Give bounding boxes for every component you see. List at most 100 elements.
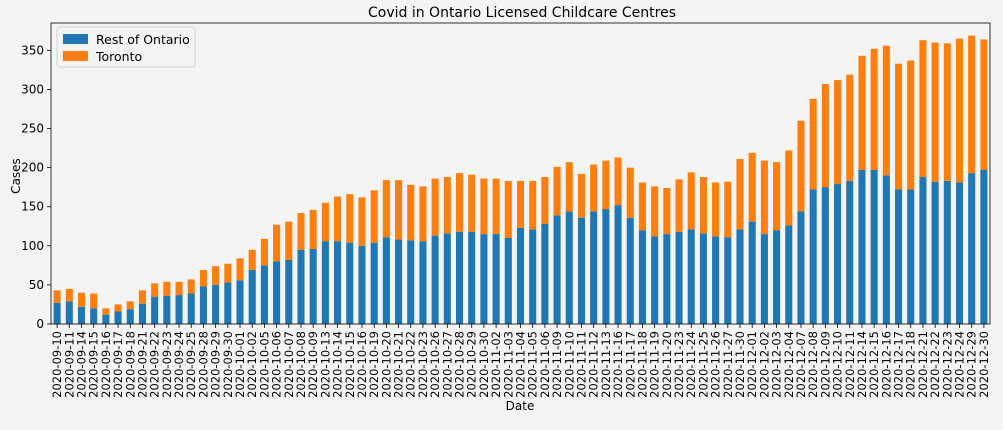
x-tick-label: 2020-09-14 [74,331,88,398]
bar-toronto [736,159,744,230]
x-tick-label: 2020-09-24 [172,331,186,398]
bar-toronto [382,180,390,238]
bar-rest-of-ontario [395,239,403,324]
y-tick-label: 100 [21,239,44,253]
x-tick-label: 2020-12-22 [928,331,942,398]
bar-toronto [163,281,171,296]
bar-rest-of-ontario [187,293,195,324]
x-tick-label: 2020-09-28 [196,331,210,398]
x-tick-label: 2020-10-23 [416,331,430,398]
x-tick-label: 2020-10-07 [282,331,296,398]
x-tick-label: 2020-10-05 [257,331,271,398]
bar-rest-of-ontario [236,280,244,324]
bar-toronto [260,238,268,266]
y-tick-label: 50 [29,278,44,292]
bar-toronto [821,83,829,188]
x-tick-label: 2020-11-27 [721,331,735,398]
bar-rest-of-ontario [248,270,256,324]
x-tick-label: 2020-09-17 [111,331,125,398]
bar-rest-of-ontario [590,211,598,324]
bar-toronto [407,184,415,241]
bar-rest-of-ontario [785,225,793,324]
x-tick-label: 2020-12-14 [855,331,869,398]
bar-rest-of-ontario [53,302,61,324]
bar-rest-of-ontario [468,231,476,324]
bar-rest-of-ontario [321,241,329,324]
bar-toronto [699,177,707,234]
bar-toronto [248,249,256,271]
bar-toronto [151,283,159,297]
x-tick-label: 2020-10-21 [392,331,406,398]
bar-toronto [334,196,342,242]
bar-rest-of-ontario [212,284,220,324]
bar-rest-of-ontario [870,169,878,324]
x-tick-label: 2020-12-24 [953,331,967,398]
x-tick-label: 2020-12-15 [867,331,881,398]
bar-rest-of-ontario [907,189,915,324]
x-tick-label: 2020-10-01 [233,331,247,398]
x-tick-label: 2020-11-20 [660,331,674,398]
x-tick-label: 2020-11-02 [489,331,503,398]
chart-title: Covid in Ontario Licensed Childcare Cent… [368,5,676,21]
bar-toronto [614,157,622,206]
x-tick-label: 2020-11-30 [733,331,747,398]
x-tick-label: 2020-09-18 [123,331,137,398]
x-tick-label: 2020-10-30 [477,331,491,398]
bar-rest-of-ontario [968,173,976,324]
bar-toronto [285,221,293,260]
bar-toronto [309,209,317,249]
bar-toronto [651,186,659,237]
bar-rest-of-ontario [431,235,439,324]
bar-rest-of-ontario [760,234,768,324]
bar-toronto [358,197,366,246]
bar-toronto [785,150,793,226]
bar-toronto [675,179,683,232]
bar-rest-of-ontario [151,296,159,324]
bar-rest-of-ontario [516,227,525,324]
bar-toronto [980,39,988,170]
bar-toronto [419,186,427,242]
bar-rest-of-ontario [407,240,415,324]
x-tick-label: 2020-10-26 [428,331,442,398]
bar-toronto [943,43,951,181]
bar-rest-of-ontario [614,205,622,324]
bar-toronto [431,178,439,236]
bar-toronto [712,182,720,237]
y-axis-label: Cases [9,158,23,194]
bar-rest-of-ontario [334,241,342,324]
bar-toronto [638,182,646,231]
bar-toronto [468,174,476,232]
bar-rest-of-ontario [138,303,146,324]
x-tick-label: 2020-12-23 [940,331,954,398]
bar-toronto [748,152,756,222]
x-tick-label: 2020-09-22 [148,331,162,398]
bar-rest-of-ontario [931,181,939,324]
x-tick-label: 2020-11-23 [672,331,686,398]
bar-rest-of-ontario [809,189,817,324]
y-tick-label: 300 [21,82,44,96]
x-tick-label: 2020-10-09 [306,331,320,398]
bar-rest-of-ontario [797,211,805,324]
bar-toronto [687,172,695,230]
bar-toronto [480,178,488,235]
x-tick-label: 2020-10-14 [331,331,345,398]
bar-rest-of-ontario [65,301,73,324]
x-tick-label: 2020-11-12 [587,331,601,398]
bar-toronto [968,35,976,174]
x-tick-label: 2020-10-16 [355,331,369,398]
x-tick-label: 2020-11-17 [623,331,637,398]
x-tick-label: 2020-10-22 [404,331,418,398]
x-tick-label: 2020-11-19 [648,331,662,398]
bar-toronto [590,164,598,212]
bar-rest-of-ontario [273,261,281,324]
x-tick-label: 2020-12-10 [831,331,845,398]
x-tick-label: 2020-10-02 [245,331,259,398]
x-axis: 2020-09-102020-09-112020-09-142020-09-15… [50,324,991,398]
bar-toronto [65,288,73,302]
bar-rest-of-ontario [102,314,110,324]
bar-rest-of-ontario [163,295,171,324]
bar-rest-of-ontario [443,233,451,324]
x-tick-label: 2020-11-16 [611,331,625,398]
